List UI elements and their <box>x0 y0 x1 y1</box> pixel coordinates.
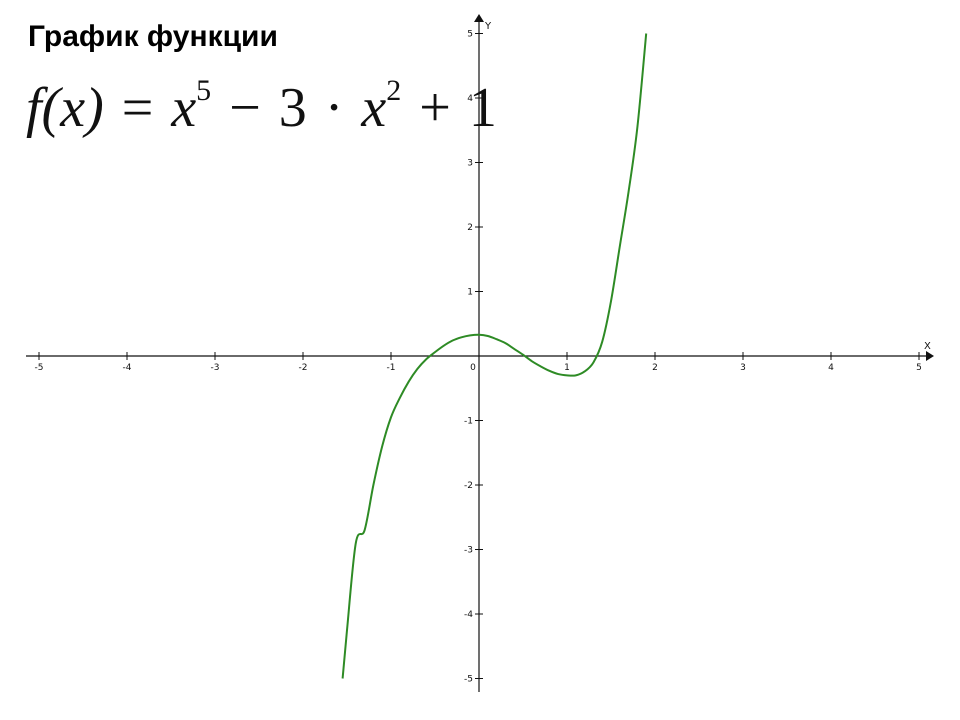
formula-lhs: f(x) <box>26 77 104 139</box>
y-axis-arrow <box>474 14 484 22</box>
formula-term1-exp: 5 <box>196 74 212 108</box>
y-tick-label: -1 <box>464 417 473 427</box>
x-tick-label: -4 <box>123 363 132 373</box>
ticks-layer: -5 -4 -3 -2 -1 0 1 2 3 4 5 5 4 3 2 1 -1 -2 -3 -4 -5 <box>35 30 922 685</box>
x-tick-label: -1 <box>387 363 396 373</box>
y-tick-label: -3 <box>464 546 473 556</box>
y-tick-label: 5 <box>467 30 473 40</box>
function-formula: f(x) = x5 − 3 · x2 + 1 <box>26 68 497 148</box>
x-tick-label: -2 <box>299 363 308 373</box>
x-tick-label: -3 <box>211 363 220 373</box>
x-tick-label: 4 <box>828 363 834 373</box>
formula-term2-var: x <box>361 77 387 139</box>
y-tick-label: 2 <box>467 223 473 233</box>
x-tick-label: 5 <box>916 363 922 373</box>
formula-minus: − <box>229 77 261 139</box>
y-tick-label: -5 <box>464 675 473 685</box>
page-title: График функции <box>28 20 278 53</box>
x-axis-label: X <box>924 341 931 352</box>
formula-const: 1 <box>468 77 497 139</box>
y-tick-label: 1 <box>467 288 473 298</box>
formula-dot: · <box>324 77 344 139</box>
x-tick-label: -5 <box>35 363 44 373</box>
y-tick-label: 3 <box>467 159 473 169</box>
x-tick-label: 3 <box>740 363 746 373</box>
formula-equals: = <box>121 77 154 139</box>
y-tick-label: -4 <box>464 610 473 620</box>
formula-term1-var: x <box>171 77 197 139</box>
formula-plus: + <box>419 77 451 139</box>
x-axis-arrow <box>926 351 934 361</box>
y-tick-label: -2 <box>464 481 473 491</box>
x-tick-label: 2 <box>652 363 658 373</box>
formula-coef: 3 <box>278 77 307 139</box>
formula-term2-exp: 2 <box>386 74 402 108</box>
x-tick-label: 1 <box>564 363 570 373</box>
function-curve <box>341 33 648 679</box>
y-tick-label: 4 <box>467 94 473 104</box>
y-axis-label: Y <box>484 21 492 32</box>
x-tick-label: 0 <box>470 363 476 373</box>
